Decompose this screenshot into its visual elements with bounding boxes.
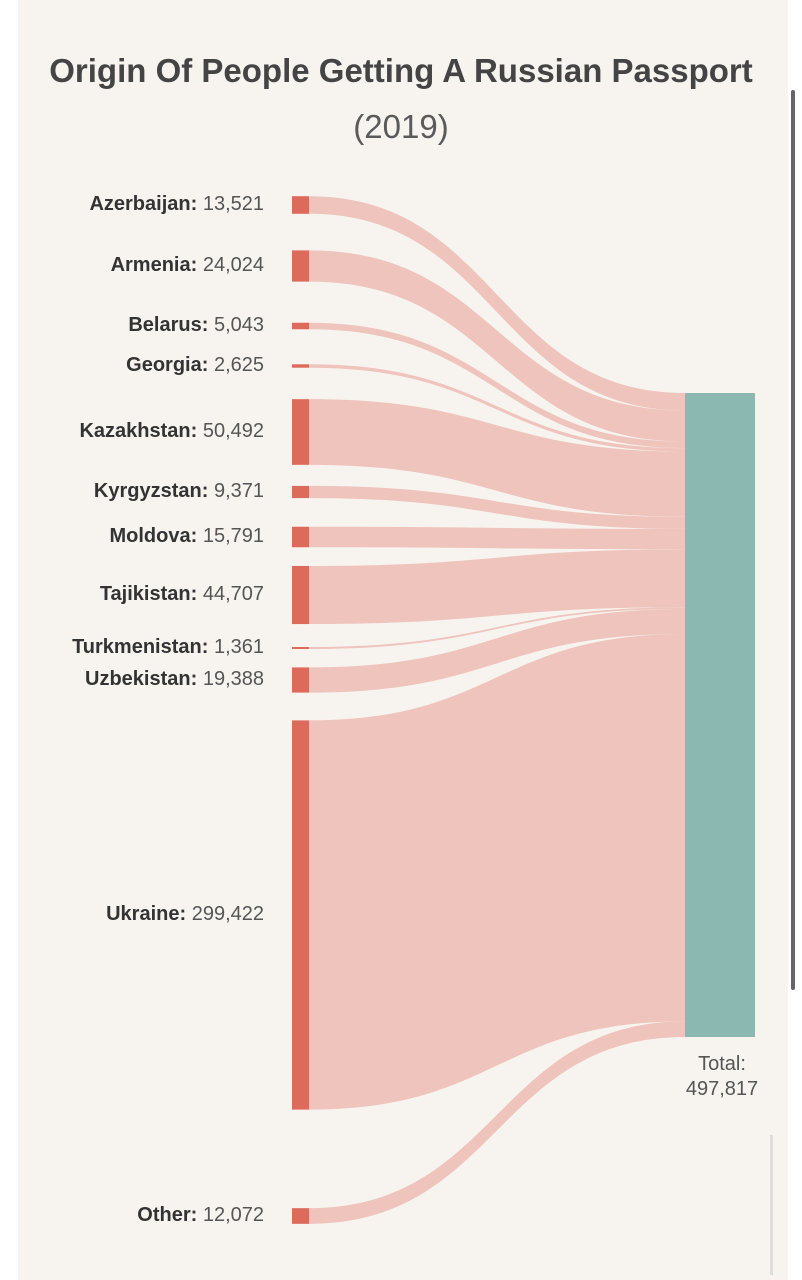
source-value: 299,422 xyxy=(186,903,264,925)
source-name: Kyrgyzstan: xyxy=(93,480,209,502)
source-value: 2,625 xyxy=(208,354,264,376)
source-value: 13,521 xyxy=(197,193,264,215)
target-node-total xyxy=(685,393,755,1037)
source-name: Azerbaijan: xyxy=(89,193,198,215)
flow-link-ukraine xyxy=(309,634,685,1110)
source-name: Armenia: xyxy=(110,254,198,276)
source-name: Moldova: xyxy=(109,525,198,547)
source-value: 44,707 xyxy=(197,583,264,605)
source-label-azerbaijan: Azerbaijan: 13,521 xyxy=(0,193,264,216)
source-label-belarus: Belarus: 5,043 xyxy=(0,314,264,337)
source-label-uzbekistan: Uzbekistan: 19,388 xyxy=(0,668,264,691)
source-label-moldova: Moldova: 15,791 xyxy=(0,525,264,548)
target-node-group xyxy=(685,393,755,1037)
source-label-kyrgyzstan: Kyrgyzstan: 9,371 xyxy=(0,480,264,503)
source-node-ukraine xyxy=(292,720,309,1110)
source-node-belarus xyxy=(292,322,309,330)
source-node-tajikistan xyxy=(292,565,309,625)
source-value: 19,388 xyxy=(197,668,264,690)
chart-subtitle: (2019) xyxy=(353,108,449,145)
flow-link-tajikistan xyxy=(309,549,685,625)
scrollbar-track xyxy=(770,1135,773,1275)
flow-link-uzbekistan xyxy=(309,608,685,693)
source-label-turkmenistan: Turkmenistan: 1,361 xyxy=(0,636,264,659)
source-label-kazakhstan: Kazakhstan: 50,492 xyxy=(0,420,264,443)
scrollbar[interactable] xyxy=(791,90,795,990)
flow-link-georgia xyxy=(309,364,685,452)
source-label-tajikistan: Tajikistan: 44,707 xyxy=(0,583,264,606)
source-label-ukraine: Ukraine: 299,422 xyxy=(0,903,264,926)
source-node-armenia xyxy=(292,250,309,282)
flow-links xyxy=(309,196,685,1224)
flow-link-moldova xyxy=(309,526,685,550)
source-name: Ukraine: xyxy=(106,903,187,925)
source-value: 5,043 xyxy=(208,314,264,336)
source-nodes xyxy=(292,196,309,1224)
flow-link-kyrgyzstan xyxy=(309,485,685,529)
source-node-kazakhstan xyxy=(292,399,309,465)
source-name: Uzbekistan: xyxy=(85,668,198,690)
source-node-other xyxy=(292,1208,309,1224)
flow-link-belarus xyxy=(309,322,685,449)
source-name: Tajikistan: xyxy=(99,583,198,605)
source-label-other: Other: 12,072 xyxy=(0,1204,264,1227)
source-name: Georgia: xyxy=(126,354,209,376)
source-name: Kazakhstan: xyxy=(79,420,198,442)
source-value: 50,492 xyxy=(197,420,264,442)
total-label-text: Total: xyxy=(698,1053,746,1075)
source-node-kyrgyzstan xyxy=(292,485,309,499)
chart-title: Origin Of People Getting A Russian Passp… xyxy=(49,52,753,89)
source-node-moldova xyxy=(292,526,309,548)
source-label-armenia: Armenia: 24,024 xyxy=(0,254,264,277)
source-label-georgia: Georgia: 2,625 xyxy=(0,354,264,377)
source-value: 24,024 xyxy=(197,254,264,276)
total-label: Total: 497,817 xyxy=(662,1052,782,1102)
source-name: Other: xyxy=(137,1204,198,1226)
source-node-azerbaijan xyxy=(292,196,309,214)
flow-link-turkmenistan xyxy=(309,607,685,649)
source-value: 15,791 xyxy=(197,525,264,547)
source-name: Turkmenistan: xyxy=(72,636,209,658)
flow-link-other xyxy=(309,1021,685,1224)
source-value: 1,361 xyxy=(208,636,264,658)
source-value: 9,371 xyxy=(208,480,264,502)
total-value: 497,817 xyxy=(685,1078,759,1100)
flow-link-kazakhstan xyxy=(309,399,685,517)
source-name: Belarus: xyxy=(128,314,209,336)
source-value: 12,072 xyxy=(197,1204,264,1226)
flow-link-armenia xyxy=(309,250,685,442)
source-node-turkmenistan xyxy=(292,647,309,649)
source-node-uzbekistan xyxy=(292,667,309,693)
source-node-georgia xyxy=(292,364,309,368)
flow-link-azerbaijan xyxy=(309,196,685,411)
